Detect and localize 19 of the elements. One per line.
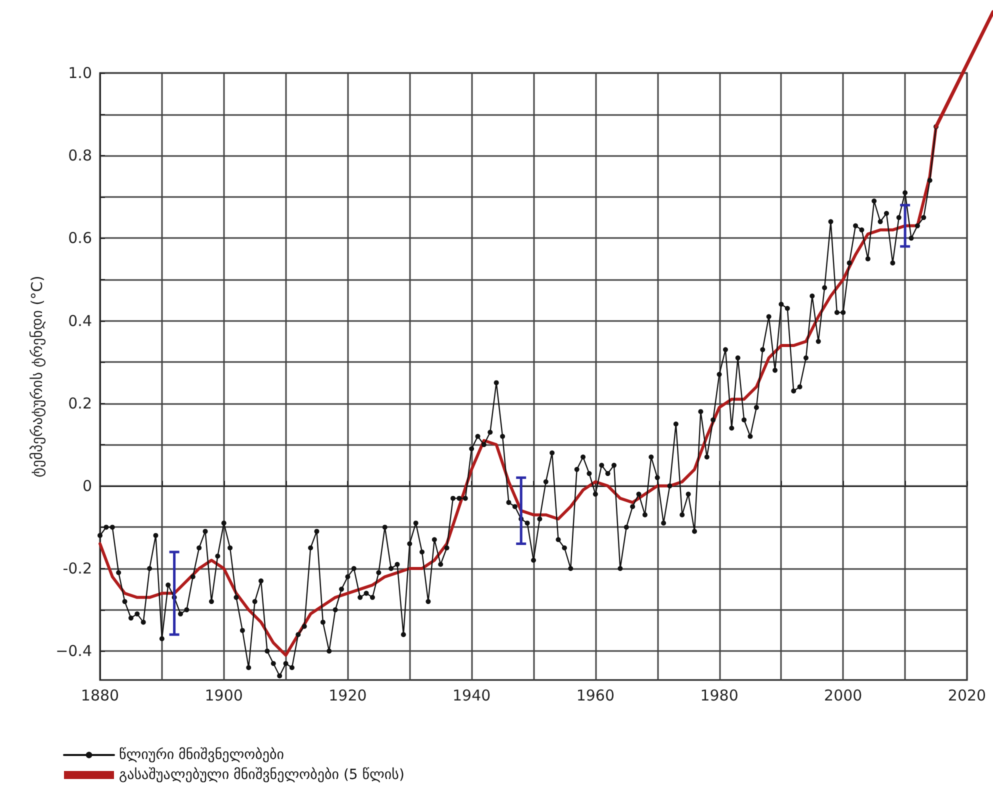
y-axis-title: ტემპერატურის ტრენდი (°C) bbox=[28, 276, 46, 478]
x-tick-label: 1940 bbox=[452, 686, 491, 704]
y-tick-label: 0 bbox=[82, 476, 92, 495]
y-tick-label: 0.2 bbox=[68, 394, 92, 412]
x-tick-label: 2000 bbox=[824, 686, 862, 704]
x-tick-label: 1880 bbox=[80, 686, 120, 704]
y-tick-label: 0.4 bbox=[68, 312, 92, 330]
x-tick-label: 1980 bbox=[700, 686, 738, 704]
x-tick-label: 1920 bbox=[328, 686, 367, 704]
x-tick-label: 2020 bbox=[948, 686, 986, 704]
y-tick-label: -0.2 bbox=[62, 560, 92, 578]
x-tick-label: 1960 bbox=[576, 686, 615, 704]
x-tick-label: 1900 bbox=[204, 686, 243, 704]
y-tick-label: 1.0 bbox=[68, 64, 92, 82]
y-tick-label: 0.6 bbox=[68, 229, 92, 248]
legend-label: გასაშუალებული მნიშვნელობები (5 წლის) bbox=[119, 767, 404, 783]
legend-label: წლიური მნიშვნელობები bbox=[119, 747, 284, 763]
y-tick-label: 0.8 bbox=[68, 146, 92, 165]
y-tick-label: −0.4 bbox=[56, 642, 92, 660]
